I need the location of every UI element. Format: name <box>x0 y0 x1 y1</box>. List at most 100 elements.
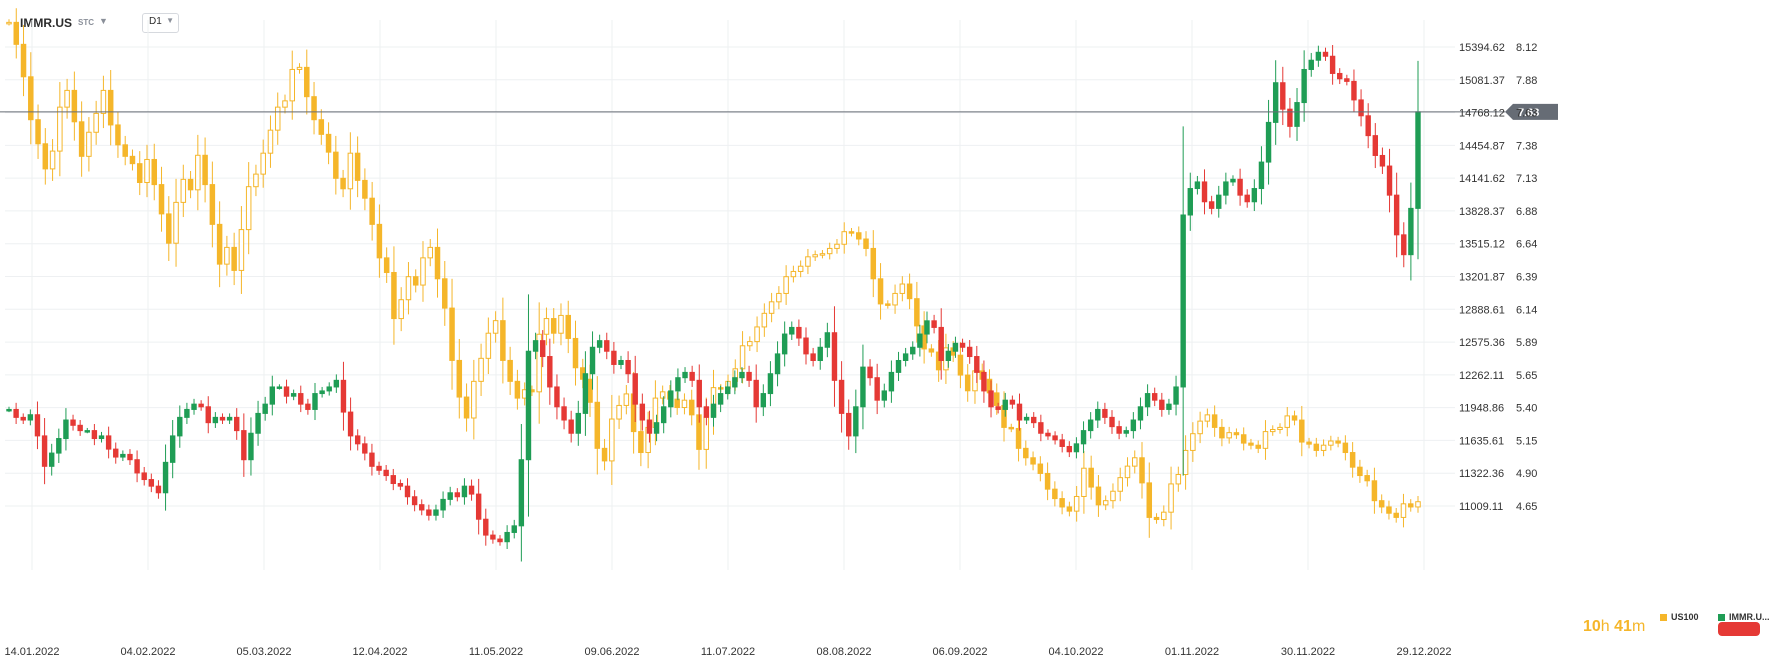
candle-body <box>1173 386 1179 405</box>
candle-body <box>1272 82 1279 123</box>
x-tick-label: 04.10.2022 <box>1048 646 1103 658</box>
candle-body <box>63 419 69 440</box>
candle-body <box>319 390 325 395</box>
y-tick-label-right: 6.39 <box>1516 271 1537 283</box>
candle-body <box>1130 419 1137 432</box>
candle-body <box>1139 457 1145 484</box>
chevron-down-icon[interactable]: ▼ <box>99 16 108 26</box>
candle-body <box>1284 415 1291 428</box>
candle-body <box>860 366 866 408</box>
candle-body <box>931 320 937 328</box>
y-tick-label-left: 15081.37 <box>1459 75 1505 87</box>
candle-body <box>177 416 183 437</box>
candle-body <box>1124 465 1131 479</box>
candle-body <box>91 430 98 440</box>
candle-body <box>1372 135 1379 156</box>
candle-body <box>1137 406 1144 421</box>
candle-body <box>296 66 303 70</box>
candle-body <box>725 386 731 395</box>
y-tick-label-right: 6.64 <box>1516 239 1537 251</box>
x-tick-label: 12.04.2022 <box>352 646 407 658</box>
candle-body <box>27 414 34 421</box>
candle-body <box>616 404 622 420</box>
chart-grid <box>5 20 1455 570</box>
candle-body <box>1294 102 1300 127</box>
candle-body <box>819 253 826 256</box>
y-tick-label-left: 12888.61 <box>1459 304 1505 316</box>
y-tick-label-left: 11322.36 <box>1459 468 1504 480</box>
candle-body <box>554 386 560 408</box>
legend-item-immr[interactable]: IMMR.U... <box>1718 612 1770 622</box>
candle-body <box>601 447 608 462</box>
candle-body <box>609 418 615 462</box>
candle-body <box>1117 477 1123 492</box>
candle-body <box>618 359 624 365</box>
candle-body <box>848 231 855 234</box>
timeframe-select[interactable]: D1 ▼ <box>142 13 179 33</box>
candle-body <box>1030 457 1036 465</box>
chevron-down-icon: ▼ <box>166 16 174 25</box>
candle-body <box>511 525 517 533</box>
candle-body <box>187 178 194 191</box>
candle-body <box>1208 201 1215 209</box>
candle-body <box>1230 178 1236 183</box>
candle-body <box>184 408 190 418</box>
candle-body <box>924 320 930 335</box>
candle-body <box>874 377 880 401</box>
candle-body <box>623 393 630 406</box>
candle-body <box>899 283 906 294</box>
candle-body <box>846 412 852 437</box>
candle-body <box>1161 511 1167 521</box>
candle-body <box>710 403 717 418</box>
candle-body <box>290 393 297 397</box>
candle-body <box>668 390 674 408</box>
candle-body <box>856 232 862 240</box>
candle-body <box>682 371 688 379</box>
candle-body <box>115 124 121 146</box>
candle-body <box>304 66 310 98</box>
candle-body <box>412 276 419 286</box>
candle-body <box>790 270 797 278</box>
candle-body <box>1116 426 1122 434</box>
legend-label-immr: IMMR.U... <box>1729 612 1770 622</box>
x-tick-label: 11.05.2022 <box>469 646 523 658</box>
candle-body <box>398 299 404 320</box>
candle-body <box>966 346 973 358</box>
candle-body <box>1322 51 1329 57</box>
symbol-label[interactable]: IMMR.US <box>20 16 72 30</box>
candle-body <box>1009 399 1016 405</box>
x-tick-label: 04.02.2022 <box>120 646 175 658</box>
candle-body <box>191 403 197 410</box>
candle-body <box>1378 500 1385 508</box>
candle-body <box>274 106 281 131</box>
candle-body <box>870 247 877 280</box>
candle-body <box>333 151 339 179</box>
candle-body <box>1151 393 1158 401</box>
candle-body <box>1166 403 1172 410</box>
chart-axes: 15394.62 8.12 15081.37 7.88 14768.12 7.63 1445… <box>4 42 1537 658</box>
y-tick-label-left: 13515.12 <box>1459 239 1505 251</box>
candle-body <box>1023 447 1029 459</box>
candle-body <box>98 435 105 440</box>
timer-hours: 10 <box>1583 618 1601 635</box>
candle-body <box>594 401 601 449</box>
alert-badge[interactable] <box>1718 622 1760 636</box>
candle-body <box>1168 483 1174 513</box>
candle-body <box>892 292 898 306</box>
y-tick-label-left: 11009.11 <box>1459 501 1503 513</box>
candle-body <box>1088 467 1094 488</box>
y-tick-label-left: 15394.62 <box>1459 42 1505 54</box>
candle-body <box>1187 188 1193 216</box>
candle-body <box>1280 82 1286 110</box>
legend-item-us100[interactable]: US100 <box>1660 612 1699 622</box>
y-tick-label-left: 12262.11 <box>1459 370 1504 382</box>
candle-body <box>1335 440 1341 444</box>
candle-body <box>1109 416 1115 428</box>
timer-hours-unit: h <box>1600 618 1610 635</box>
candle-body <box>226 416 233 421</box>
candle-body <box>1052 435 1058 441</box>
candle-body <box>141 472 147 481</box>
candle-body <box>988 390 994 408</box>
candle-body <box>1044 472 1051 490</box>
